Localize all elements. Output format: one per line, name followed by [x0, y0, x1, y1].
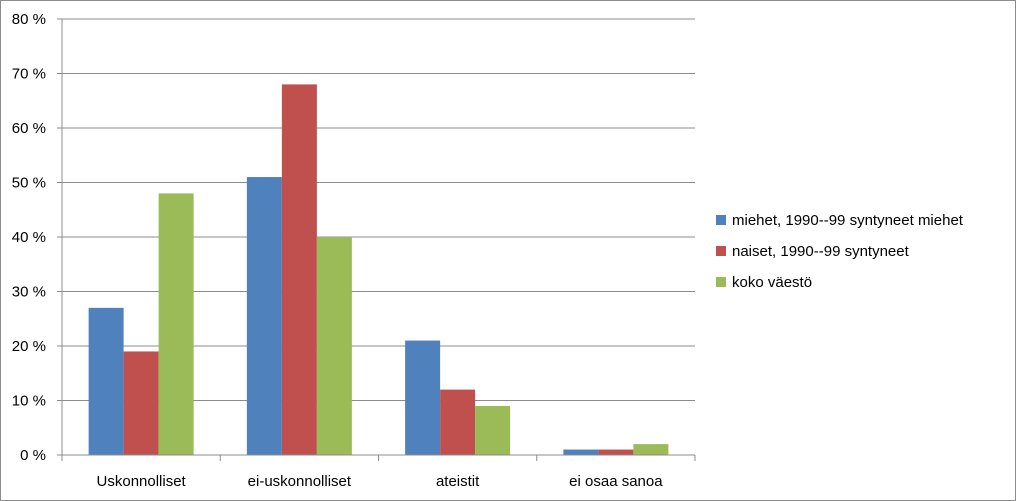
bar-3-2 [316, 237, 352, 455]
legend-label: naiset, 1990--99 syntyneet [732, 243, 910, 260]
y-tick-label: 70 % [12, 66, 46, 83]
y-tick-label: 80 % [12, 11, 46, 28]
bar-2-1 [123, 351, 159, 455]
x-tick-label: ei-uskonnolliset [248, 473, 352, 490]
bar-3-3 [475, 405, 511, 455]
bar-2-3 [440, 389, 476, 455]
bar-1-4 [563, 449, 599, 455]
bar-2-4 [598, 449, 634, 455]
x-tick-label: Uskonnolliset [97, 473, 187, 490]
y-tick-label: 0 % [20, 447, 46, 464]
bar-1-1 [88, 307, 124, 455]
legend-swatch [716, 277, 726, 287]
y-tick-label: 50 % [12, 175, 46, 192]
y-tick-label: 30 % [12, 284, 46, 301]
bar-3-1 [158, 193, 194, 455]
legend-label: miehet, 1990--99 syntyneet miehet [732, 212, 964, 229]
y-tick-label: 40 % [12, 229, 46, 246]
legend-label: koko väestö [732, 274, 812, 291]
bar-2-2 [281, 84, 317, 456]
y-tick-label: 20 % [12, 338, 46, 355]
x-tick-label: ateistit [436, 473, 480, 490]
legend-swatch [716, 246, 726, 256]
bar-3-4 [633, 444, 669, 455]
x-tick-label: ei osaa sanoa [569, 473, 663, 490]
y-tick-label: 60 % [12, 120, 46, 137]
y-tick-label: 10 % [12, 393, 46, 410]
bar-1-2 [246, 177, 282, 456]
bar-1-3 [405, 340, 441, 455]
legend-swatch [716, 215, 726, 225]
